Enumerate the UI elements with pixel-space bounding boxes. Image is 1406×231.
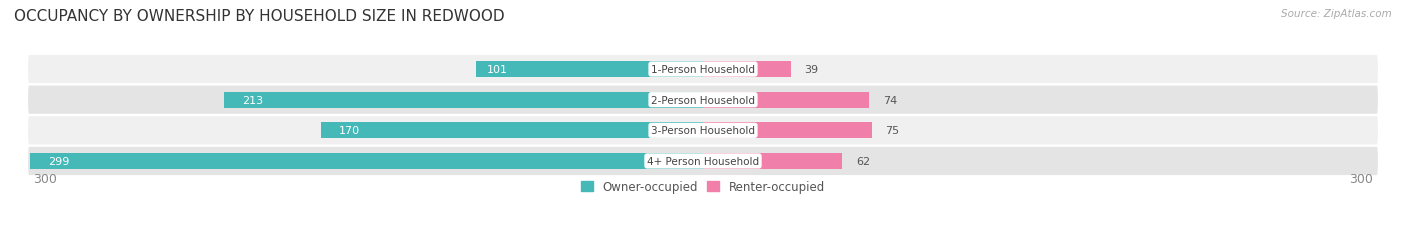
- Legend: Owner-occupied, Renter-occupied: Owner-occupied, Renter-occupied: [576, 175, 830, 198]
- Text: 74: 74: [883, 95, 897, 105]
- Text: 299: 299: [48, 156, 70, 166]
- Bar: [703, 123, 872, 139]
- FancyBboxPatch shape: [28, 117, 1378, 145]
- Bar: [31, 153, 703, 169]
- Bar: [703, 153, 842, 169]
- Text: 62: 62: [856, 156, 870, 166]
- Bar: [321, 123, 703, 139]
- Text: 75: 75: [886, 126, 900, 136]
- Bar: [475, 62, 703, 78]
- Text: 39: 39: [804, 65, 818, 75]
- FancyBboxPatch shape: [28, 86, 1378, 114]
- Text: 170: 170: [339, 126, 360, 136]
- Bar: [703, 62, 790, 78]
- Bar: [224, 92, 703, 108]
- FancyBboxPatch shape: [28, 56, 1378, 84]
- Text: 3-Person Household: 3-Person Household: [651, 126, 755, 136]
- Text: 4+ Person Household: 4+ Person Household: [647, 156, 759, 166]
- Text: 1-Person Household: 1-Person Household: [651, 65, 755, 75]
- Text: 101: 101: [486, 65, 508, 75]
- Text: 213: 213: [242, 95, 263, 105]
- Text: 2-Person Household: 2-Person Household: [651, 95, 755, 105]
- FancyBboxPatch shape: [28, 147, 1378, 175]
- Text: 300: 300: [32, 173, 56, 185]
- Bar: [703, 92, 869, 108]
- Text: OCCUPANCY BY OWNERSHIP BY HOUSEHOLD SIZE IN REDWOOD: OCCUPANCY BY OWNERSHIP BY HOUSEHOLD SIZE…: [14, 9, 505, 24]
- Text: 300: 300: [1350, 173, 1374, 185]
- Text: Source: ZipAtlas.com: Source: ZipAtlas.com: [1281, 9, 1392, 19]
